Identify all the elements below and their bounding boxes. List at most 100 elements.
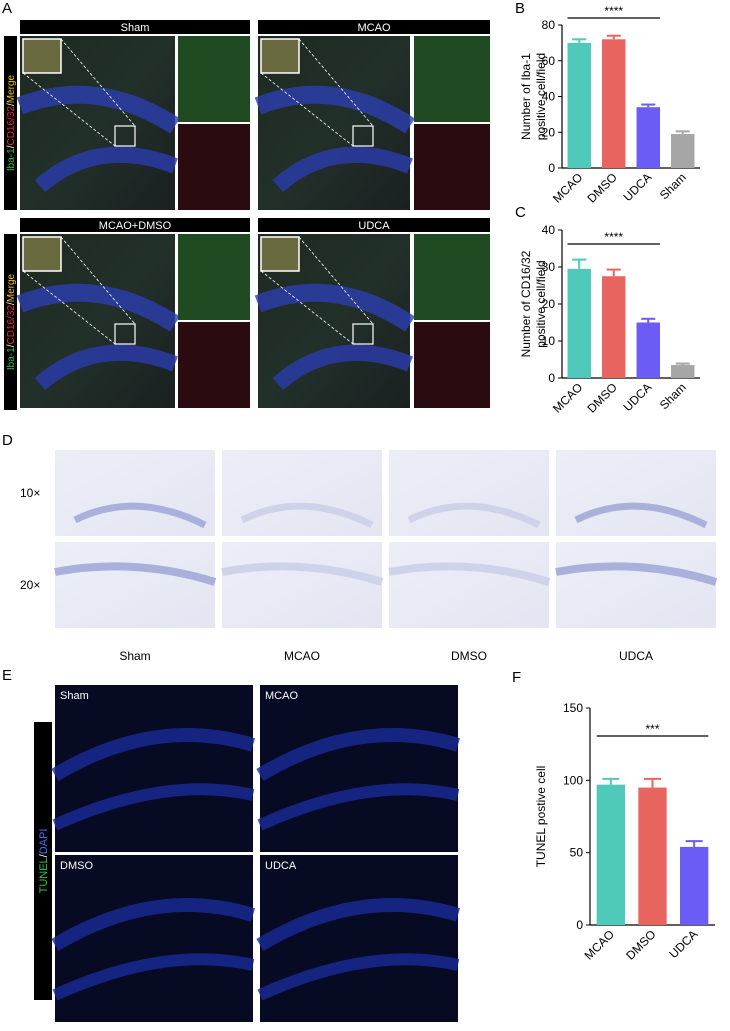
cell-layer — [256, 898, 461, 952]
micrograph — [260, 685, 458, 852]
panel-label: E — [2, 667, 12, 684]
y-tick-label: 40 — [542, 223, 556, 237]
cell-layer — [257, 783, 460, 831]
cell-layer — [52, 783, 255, 831]
y-axis-label: Number of Iba-1 — [519, 53, 533, 140]
panel-label: C — [515, 204, 526, 221]
cell-layer — [16, 283, 180, 332]
micrographs: Sham MCAO DMSO UDCA — [51, 685, 461, 1022]
magnification: 20× — [20, 578, 40, 592]
y-axis-label: Number of CD16/32 — [519, 250, 533, 357]
y-tick-label: 80 — [542, 18, 556, 32]
roi-box — [114, 125, 136, 147]
cell-layer — [51, 898, 256, 952]
stain: Merge — [6, 74, 17, 103]
inset — [22, 236, 62, 272]
cell-layer — [51, 728, 256, 782]
group-header: MCAO — [358, 22, 391, 34]
stain: / — [6, 103, 17, 106]
cell-layer — [254, 85, 415, 134]
bar — [596, 784, 625, 925]
bar — [636, 107, 660, 168]
stain: Iba-1 — [6, 347, 17, 370]
micrograph — [55, 542, 215, 628]
group-label: DMSO — [60, 860, 93, 872]
channel-red — [178, 322, 250, 408]
tissue-layer — [574, 502, 708, 529]
group-label: UDCA — [619, 649, 653, 663]
x-tick-label: Sham — [657, 170, 689, 202]
header-bar — [20, 20, 250, 34]
zoom-line — [260, 72, 354, 147]
panel-label: A — [2, 0, 12, 17]
bar — [567, 42, 591, 168]
stain: DAPI — [38, 829, 50, 855]
roi-box — [352, 323, 374, 345]
x-tick-label: DMSO — [585, 380, 620, 415]
cell-layer — [272, 146, 413, 193]
tissue-layer — [54, 562, 217, 586]
panel-d: D 10× 20× Sham MCAO DMSO UDCA — [2, 432, 718, 663]
y-tick-label: 20 — [542, 297, 556, 311]
cell-layer — [254, 283, 415, 332]
header-bar — [258, 20, 490, 34]
tissue-layer — [388, 562, 551, 586]
x-tick-label: Sham — [657, 380, 689, 412]
zoom-line — [260, 270, 354, 345]
y-tick-label: 30 — [542, 260, 556, 274]
channel-green — [178, 36, 250, 122]
panel-label: D — [2, 432, 13, 449]
micrograph — [556, 542, 716, 628]
y-tick-label: 0 — [548, 371, 555, 385]
y-axis-label: TUNEL postive cell — [534, 766, 548, 868]
micrograph — [389, 450, 549, 536]
cell-layer — [16, 85, 180, 134]
zoom-line — [60, 236, 136, 325]
y-tick-label: 150 — [563, 701, 583, 715]
x-tick-label: UDCA — [620, 380, 654, 414]
bar — [638, 787, 667, 925]
y-axis-label: positive cell/field — [534, 260, 548, 347]
panel-label: F — [512, 669, 521, 686]
panel-a: A Sham MCAO MCAO+DMSO UDCA Iba-1/CD16/32… — [2, 0, 490, 410]
significance-label: **** — [604, 4, 623, 18]
cell-layer — [257, 953, 460, 1001]
magnification: 10× — [20, 486, 40, 500]
group-label: Sham — [60, 690, 89, 702]
tissue-layer — [221, 562, 384, 586]
stain: CD16/32 — [6, 305, 17, 345]
channel-red — [414, 322, 490, 408]
roi-box — [352, 125, 374, 147]
tissue-layer — [73, 502, 207, 529]
micrograph — [55, 685, 253, 852]
group-label: MCAO — [265, 690, 298, 702]
inset — [260, 236, 300, 272]
group-label: Sham — [119, 649, 150, 663]
panel-e: E TUNEL/DAPI Sham MCAO DMSO UDCA — [2, 667, 461, 1022]
stain: Iba-1 — [6, 148, 17, 171]
channel-green — [414, 234, 490, 320]
x-tick-label: UDCA — [666, 927, 700, 961]
stain-label: TUNEL/DAPI — [38, 829, 50, 894]
bar — [636, 322, 660, 378]
y-tick-label: 60 — [542, 54, 556, 68]
y-tick-label: 0 — [576, 918, 583, 932]
group-label: UDCA — [265, 860, 297, 872]
stain: TUNEL — [38, 857, 50, 893]
bar — [680, 846, 709, 925]
x-tick-label: MCAO — [550, 380, 585, 415]
group-header: MCAO+DMSO — [99, 220, 172, 232]
roi-box — [114, 323, 136, 345]
micrograph — [389, 542, 549, 628]
zoom-line — [298, 236, 374, 325]
micrograph — [222, 450, 382, 536]
x-tick-label: MCAO — [582, 927, 617, 962]
group-label: DMSO — [451, 649, 487, 663]
channel-red — [178, 124, 250, 210]
y-tick-label: 20 — [542, 125, 556, 139]
tissue-layer — [555, 562, 718, 586]
stain-strip — [4, 36, 17, 210]
panel-label: B — [515, 0, 525, 17]
y-tick-label: 10 — [542, 334, 556, 348]
